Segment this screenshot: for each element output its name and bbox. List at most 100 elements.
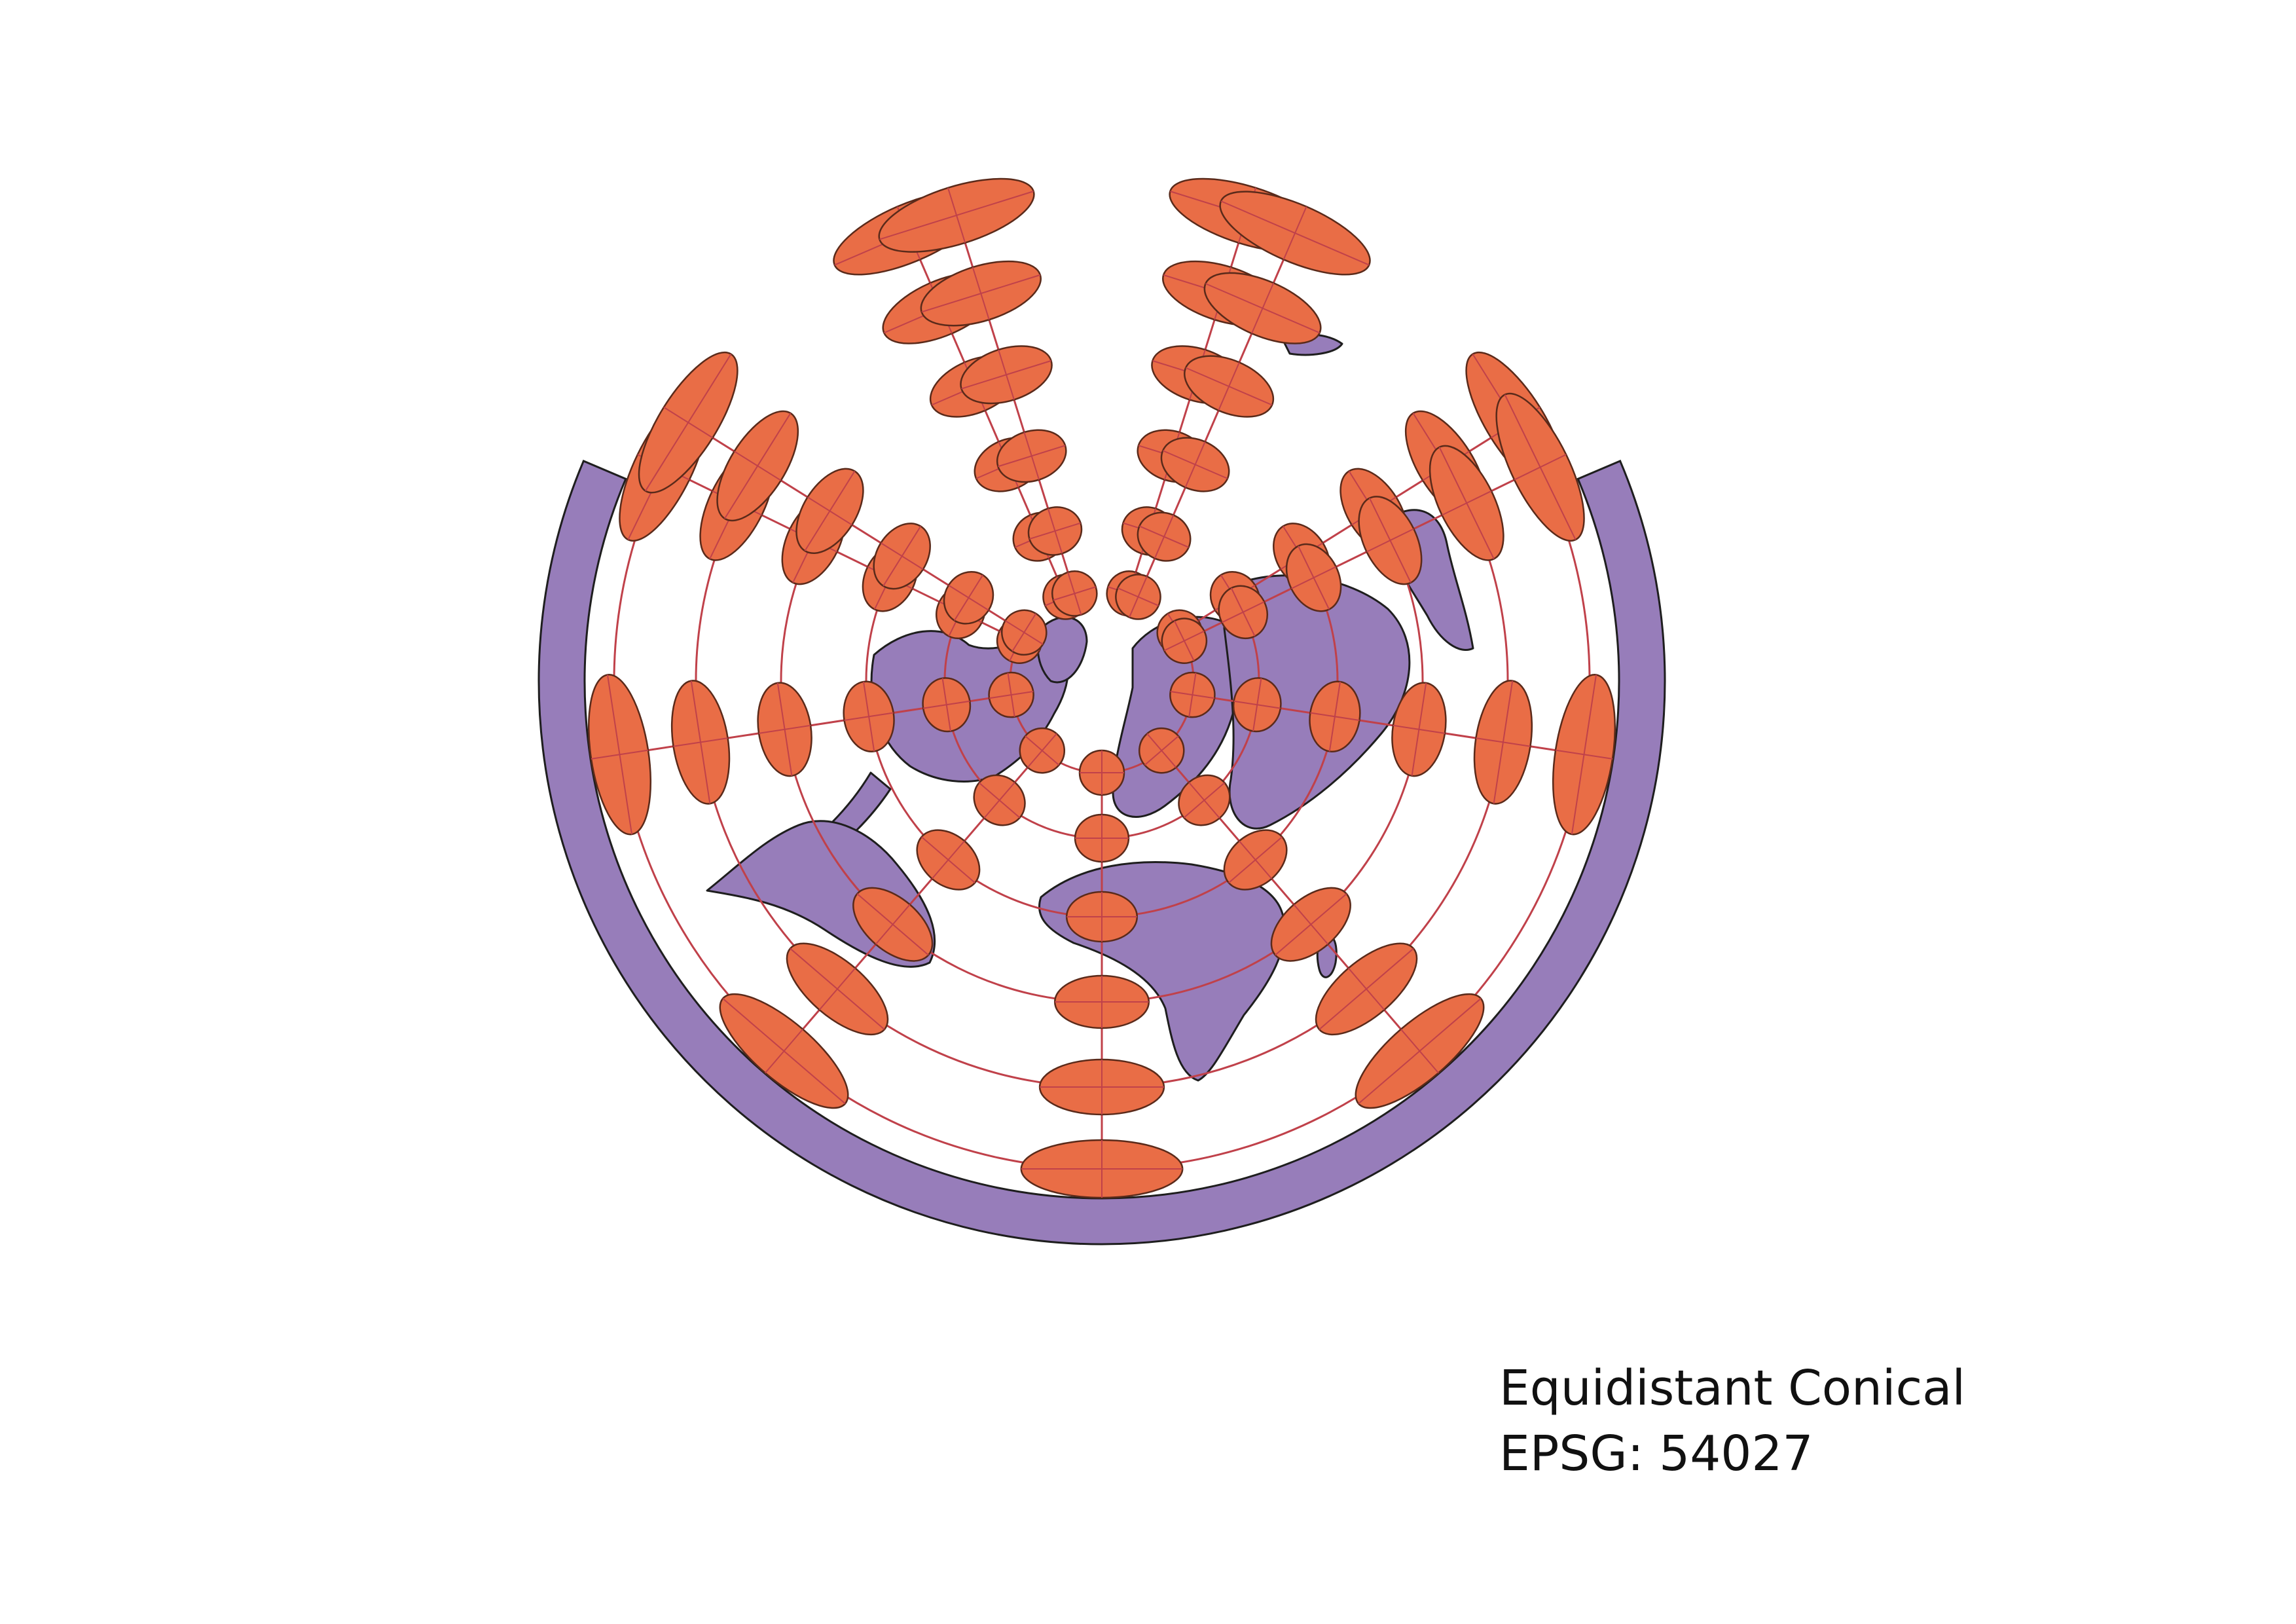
indicatrix-axis (1555, 749, 1613, 760)
outer-ring-band (538, 460, 1666, 1246)
epsg-label: EPSG: 54027 (1499, 1426, 1813, 1482)
indicatrix-ellipse (1178, 774, 1231, 826)
indicatrix-ellipse (670, 680, 731, 805)
indicatrix-axis (1218, 361, 1240, 411)
indicatrix-ellipse (1027, 506, 1083, 556)
indicatrix-ellipse (1074, 813, 1130, 863)
indicatrix-ellipse (716, 410, 799, 522)
indicatrix-ellipse (1138, 727, 1185, 774)
indicatrix-ellipse (1184, 355, 1275, 418)
indicatrix-ellipse (1391, 682, 1447, 777)
indicatrix-axis (1393, 724, 1446, 734)
indicatrix-ellipse (1219, 191, 1371, 276)
indicatrix-ellipse (1161, 618, 1208, 664)
indicatrix-ellipse (1065, 891, 1139, 943)
indicatrix-axis (673, 737, 728, 747)
indicatrix-axis (1067, 572, 1082, 616)
indicatrix-axis (947, 187, 966, 244)
indicatrix-axis (972, 267, 990, 320)
indicatrix-axis (1163, 630, 1205, 652)
indicatrix-ellipse (1495, 392, 1585, 542)
indicatrix-ellipse (1038, 1058, 1165, 1116)
tissot-indicatrix (587, 177, 1616, 1199)
indicatrix-axis (758, 724, 811, 734)
indicatrix-axis (1366, 528, 1414, 553)
indicatrix-axis (1251, 282, 1275, 334)
indicatrix-axis (1283, 206, 1307, 260)
indicatrix-axis (880, 542, 924, 570)
indicatrix-axis (1239, 840, 1273, 879)
indicatrix-ellipse (873, 523, 931, 590)
indicatrix-axis (844, 712, 894, 721)
indicatrix-ellipse (1001, 609, 1048, 656)
indicatrix-ellipse (988, 671, 1034, 718)
indicatrix-ellipse (1223, 829, 1288, 891)
indicatrix-ellipse (1203, 272, 1322, 344)
indicatrix-ellipse (1232, 677, 1282, 733)
indicatrix-axis (1310, 712, 1360, 721)
indicatrix-ellipse (920, 260, 1042, 327)
indicatrix-ellipse (843, 680, 895, 752)
indicatrix-ellipse (852, 887, 934, 962)
indicatrix-ellipse (1429, 445, 1504, 561)
indicatrix-axis (983, 782, 1015, 819)
indicatrix-axis (875, 904, 911, 945)
indicatrix-axis (1047, 508, 1063, 554)
indicatrix-axis (923, 700, 970, 709)
indicatrix-axis (663, 407, 714, 439)
indicatrix-axis (1400, 1029, 1439, 1074)
indicatrix-axis (1233, 700, 1281, 709)
indicatrix-axis (948, 584, 989, 611)
indicatrix-ellipse (795, 468, 864, 555)
indicatrix-axis (1514, 454, 1567, 481)
indicatrix-ellipse (916, 829, 981, 891)
indicatrix-ellipse (1309, 680, 1361, 752)
indicatrix-axis (1221, 601, 1265, 623)
indicatrix-ellipse (1315, 942, 1418, 1036)
indicatrix-ellipse (922, 677, 972, 733)
indicatrix-axis (1290, 566, 1337, 589)
indicatrix-axis (931, 840, 965, 879)
indicatrix-axis (765, 1029, 803, 1074)
indicatrix-ellipse (960, 345, 1053, 405)
world-outer-ring (538, 460, 1666, 1246)
indicatrix-ellipse (786, 942, 889, 1036)
indicatrix-ellipse (996, 429, 1067, 483)
indicatrix-ellipse (1019, 727, 1066, 774)
indicatrix-ellipse (1020, 1139, 1184, 1199)
indicatrix-axis (818, 967, 856, 1010)
indicatrix-axis (1146, 733, 1177, 768)
africa (1038, 861, 1286, 1082)
indicatrix-ellipse (1137, 511, 1192, 562)
indicatrix-axis (998, 349, 1015, 400)
indicatrix-ellipse (943, 570, 994, 625)
indicatrix-ellipse (587, 674, 652, 836)
indicatrix-ellipse (1160, 437, 1230, 492)
indicatrix-axis (989, 690, 1034, 699)
indicatrix-ellipse (1285, 543, 1342, 612)
indicatrix-axis (1004, 619, 1044, 645)
indicatrix-ellipse (1078, 749, 1125, 796)
indicatrix-axis (734, 451, 782, 481)
indicatrix-ellipse (1552, 674, 1616, 836)
indicatrix-ellipse (638, 351, 738, 494)
indicatrix-axis (1027, 733, 1057, 768)
indicatrix-axis (1023, 432, 1040, 480)
indicatrix-axis (591, 749, 649, 760)
indicatrix-ellipse (1051, 570, 1098, 617)
indicatrix-ellipse (1115, 574, 1161, 620)
indicatrix-ellipse (1218, 585, 1268, 640)
indicatrix-ellipse (1473, 680, 1533, 805)
indicatrix-axis (1184, 441, 1206, 488)
indicatrix-ellipse (973, 774, 1026, 826)
indicatrix-ellipse (757, 682, 812, 777)
indicatrix-axis (1188, 782, 1220, 819)
map-caption: Equidistant Conical EPSG: 54027 (1499, 1356, 1965, 1486)
indicatrix-ellipse (1270, 887, 1351, 962)
indicatrix-axis (1129, 576, 1148, 618)
indicatrix-axis (1442, 490, 1492, 516)
indicatrix-axis (807, 496, 852, 526)
indicatrix-ellipse (878, 177, 1035, 253)
indicatrix-ellipse (719, 993, 849, 1109)
